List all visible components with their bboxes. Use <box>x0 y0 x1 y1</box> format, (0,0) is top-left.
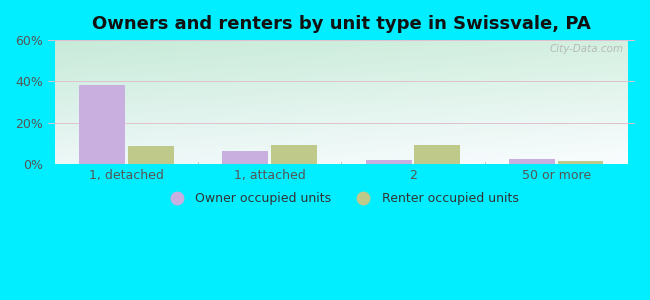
Bar <box>271 145 317 164</box>
Bar <box>79 85 125 164</box>
Bar <box>509 159 555 164</box>
Bar <box>128 146 174 164</box>
Bar <box>415 145 460 164</box>
Bar <box>558 161 603 164</box>
Bar <box>222 151 268 164</box>
Legend: Owner occupied units, Renter occupied units: Owner occupied units, Renter occupied un… <box>159 187 523 210</box>
Text: City-Data.com: City-Data.com <box>549 44 623 54</box>
Bar <box>366 160 411 164</box>
Title: Owners and renters by unit type in Swissvale, PA: Owners and renters by unit type in Swiss… <box>92 15 591 33</box>
